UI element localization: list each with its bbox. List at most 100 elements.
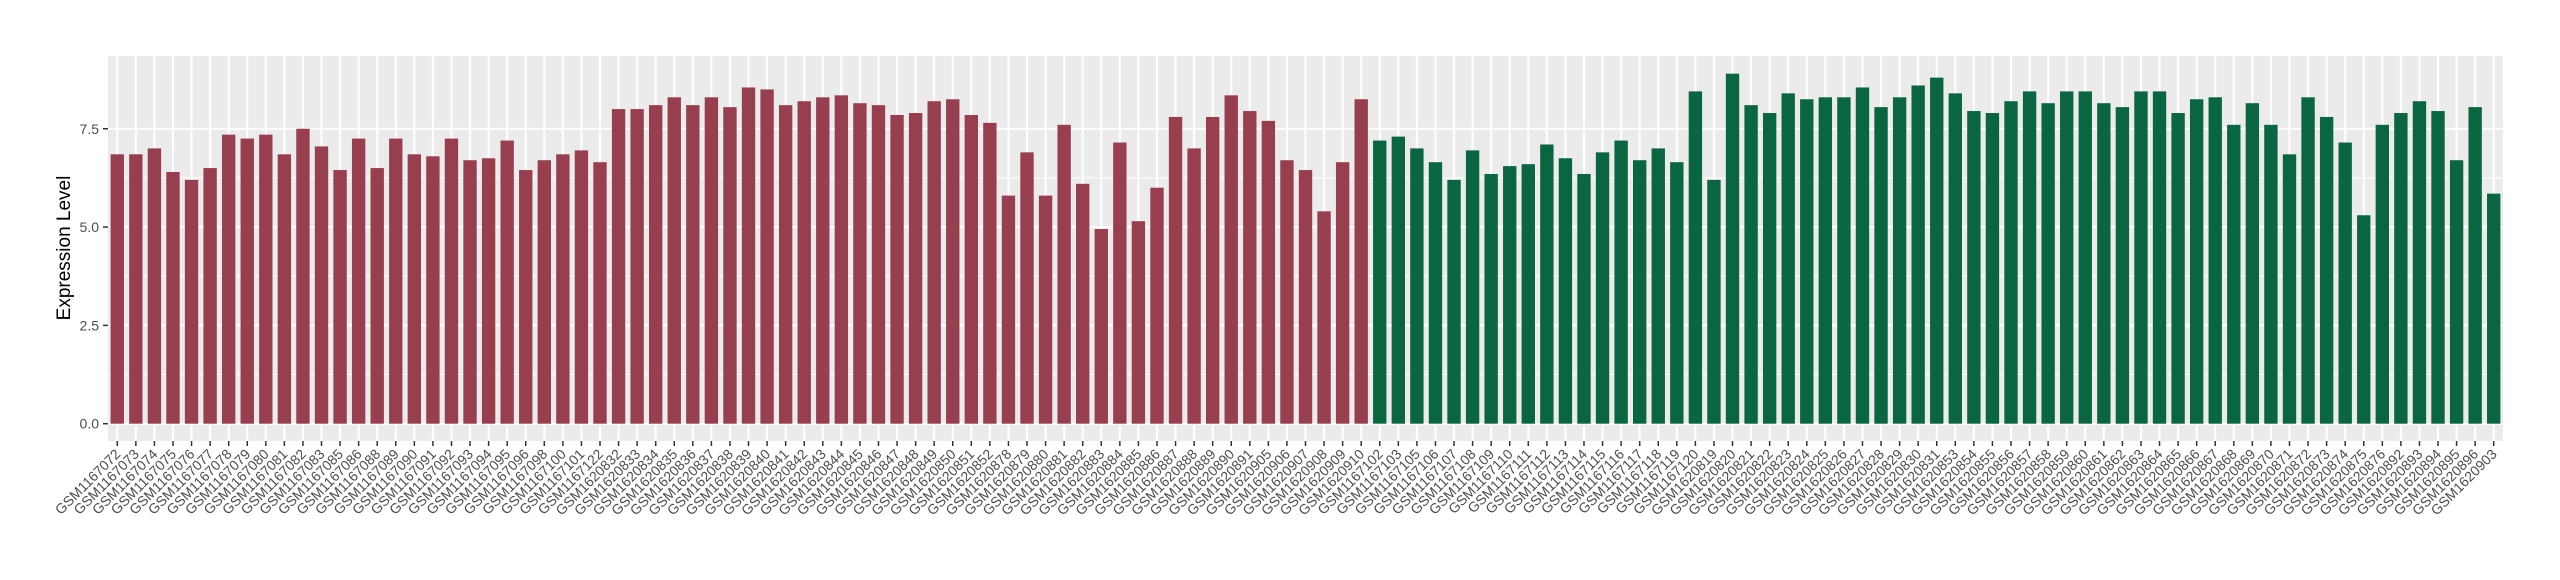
- bar: [853, 103, 867, 424]
- bar: [2208, 97, 2222, 424]
- bar: [1317, 211, 1331, 424]
- bar: [184, 179, 199, 424]
- y-axis-label: Expression Level: [54, 176, 75, 321]
- bar: [1280, 160, 1294, 424]
- bar: [1261, 120, 1276, 424]
- bar: [1725, 73, 1740, 424]
- bar: [741, 87, 756, 424]
- bar: [1076, 183, 1090, 424]
- bar: [2189, 99, 2204, 424]
- bar: [2227, 124, 2241, 424]
- bar: [2301, 97, 2315, 424]
- bar: [1131, 221, 1146, 424]
- bar: [1298, 170, 1313, 424]
- bar: [1373, 140, 1387, 424]
- bar: [1670, 162, 1684, 424]
- bar: [1243, 111, 1257, 424]
- bar: [203, 168, 217, 424]
- bar: [426, 156, 440, 424]
- bar: [2245, 103, 2260, 424]
- bar: [1930, 77, 1944, 424]
- bar: [1985, 113, 2000, 424]
- bar: [2338, 142, 2352, 424]
- bar: [1465, 150, 1480, 424]
- bar: [221, 134, 236, 424]
- bar: [1391, 136, 1406, 424]
- bar: [2097, 103, 2111, 424]
- bar: [2041, 103, 2055, 424]
- bar: [1503, 166, 1517, 424]
- bar: [1521, 164, 1535, 424]
- bar: [1205, 116, 1220, 424]
- bar: [1855, 87, 1870, 424]
- bar: [370, 168, 384, 424]
- bar: [2171, 113, 2185, 424]
- bar: [611, 109, 626, 424]
- bar: [1428, 162, 1443, 424]
- bar: [1577, 173, 1591, 424]
- bar: [964, 114, 978, 424]
- bar: [1781, 93, 1795, 424]
- bar: [2487, 193, 2501, 424]
- bar: [1020, 152, 1034, 424]
- bar: [1595, 152, 1610, 424]
- bar: [1354, 99, 1368, 424]
- bar: [166, 172, 180, 424]
- bar: [389, 138, 403, 424]
- bar: [797, 101, 811, 424]
- bar: [259, 134, 273, 424]
- bar: [147, 148, 162, 424]
- bar: [686, 105, 700, 424]
- bar: [2115, 107, 2130, 424]
- y-tick-label: 7.5: [80, 121, 100, 137]
- bar: [723, 107, 737, 424]
- bar: [2449, 160, 2464, 424]
- bar: [1057, 124, 1071, 424]
- bar: [2264, 124, 2278, 424]
- bar: [1614, 140, 1628, 424]
- bar: [1707, 179, 1721, 424]
- bar: [1651, 148, 1665, 424]
- bars: [110, 73, 2501, 424]
- bar: [704, 97, 719, 424]
- bar: [129, 154, 143, 424]
- bar: [2078, 91, 2092, 424]
- bar: [2319, 116, 2334, 424]
- bar: [1744, 105, 1758, 424]
- bar: [1001, 195, 1016, 424]
- bar: [556, 154, 570, 424]
- bar: [1762, 113, 1777, 424]
- bar: [1818, 97, 1833, 424]
- bar: [1335, 162, 1350, 424]
- y-tick-label: 5.0: [80, 219, 100, 235]
- bar: [927, 101, 941, 424]
- bar: [240, 138, 254, 424]
- bar: [1558, 158, 1573, 424]
- bar: [277, 154, 292, 424]
- bar: [1967, 111, 1981, 424]
- bar: [519, 170, 533, 424]
- bar: [1038, 195, 1053, 424]
- bar: [778, 105, 793, 424]
- bar: [1874, 107, 1888, 424]
- bar: [537, 160, 551, 424]
- bar: [760, 89, 774, 424]
- bar: [667, 97, 681, 424]
- bar: [2357, 215, 2371, 424]
- bar: [1168, 116, 1183, 424]
- bar: [1911, 85, 1925, 424]
- bar: [110, 154, 124, 424]
- bar: [1540, 144, 1554, 424]
- bar: [649, 105, 663, 424]
- bar: [834, 95, 849, 424]
- bar: [630, 109, 644, 424]
- bar: [444, 138, 459, 424]
- bar: [2022, 91, 2037, 424]
- bar: [2431, 111, 2445, 424]
- bar: [946, 99, 960, 424]
- bar: [463, 160, 477, 424]
- bar: [1688, 91, 1703, 424]
- bar: [2412, 101, 2427, 424]
- bar: [2134, 91, 2148, 424]
- bar: [1948, 93, 1962, 424]
